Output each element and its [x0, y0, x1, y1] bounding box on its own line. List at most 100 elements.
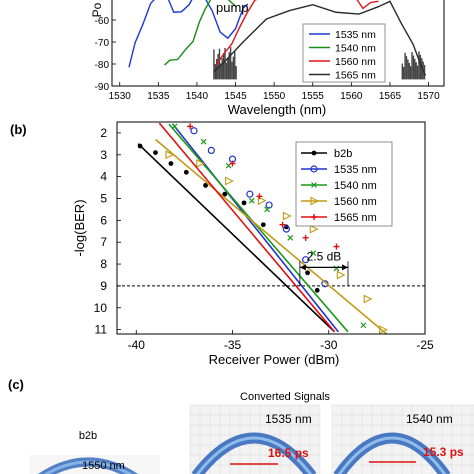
- panel-b-legend-label: b2b: [334, 148, 352, 160]
- panel-b-ytick-label: 2: [100, 126, 107, 140]
- panel-b-ytick-label: 9: [100, 279, 107, 293]
- panel-a-xtick-label: 1555: [302, 91, 325, 102]
- panel-a-ytick-label: -60: [95, 16, 110, 27]
- panel-b-ytick-label: 3: [100, 148, 107, 162]
- panel-a-legend-label: 1540 nm: [335, 43, 376, 55]
- panel-a-series-line: [128, 0, 249, 68]
- panel-b-fit-line: [137, 143, 336, 333]
- panel-b-point: [279, 221, 286, 228]
- panel-c-label: (c): [8, 377, 24, 392]
- panel-a-grid: [213, 47, 426, 80]
- panel-b-point: [282, 225, 290, 233]
- panel-b-legend-marker: [311, 150, 317, 156]
- panel-b-fit-line: [158, 122, 336, 333]
- panel-a-ticks: 1530 1535 1540 1545 1550 1555 1560 1565 1570 -60 -…: [95, 16, 441, 102]
- panel-b-point: [363, 294, 373, 304]
- panel-b-xtick-label: -25: [416, 338, 434, 352]
- eye-1535-diagram: 1535 nm 16.5 ps: [189, 404, 321, 474]
- panel-b-ytick-label: 4: [100, 170, 107, 184]
- panel-a-xtick-label: 1550: [263, 91, 286, 102]
- panel-b-label: (b): [10, 122, 27, 137]
- panel-a-legend-label: 1565 nm: [335, 70, 376, 82]
- panel-b-point: [336, 270, 346, 280]
- panel-b-point: [257, 196, 267, 206]
- panel-a-annotation: pump: [216, 0, 249, 15]
- panel-b-point: [225, 176, 234, 186]
- panel-b-fit-line: [172, 123, 340, 333]
- panel-b-point: [165, 150, 175, 160]
- panel-b-legend-marker: [310, 196, 320, 206]
- panel-a: 1530 1535 1540 1545 1550 1555 1560 1565 1570 -60 -…: [90, 0, 445, 117]
- panel-a-xtick-label: 1530: [109, 91, 132, 102]
- panel-b-legend-box: [295, 141, 393, 227]
- panel-b-ytick-label: 7: [100, 235, 107, 249]
- penalty-label: 2.5 dB: [307, 249, 342, 263]
- panel-b-point: [246, 190, 254, 198]
- panel-b-point: [256, 193, 263, 200]
- b2b-eye-diagram: 1550 nm: [30, 455, 160, 474]
- b2b-eye-label: b2b: [79, 430, 97, 442]
- panel-a-ytick-label: -80: [95, 60, 110, 71]
- panel-b-point: [333, 243, 340, 250]
- panel-b-point: [260, 222, 266, 228]
- panel-a-ytick-label: -70: [95, 38, 110, 49]
- panel-b-ylabel: -log(BER): [72, 199, 87, 256]
- panel-a-series-line: [213, 0, 427, 76]
- panel-b-legend-label: 1540 nm: [334, 180, 377, 192]
- panel-b-point: [153, 150, 158, 155]
- panel-b-ytick-label: 8: [100, 257, 107, 271]
- panel-a-series-line: [164, 0, 237, 66]
- panel-a-xtick-label: 1560: [340, 91, 363, 102]
- panel-b-ytick-label: 5: [100, 191, 107, 205]
- panel-a-xtick-label: 1565: [379, 91, 402, 102]
- panel-b-point: [200, 138, 207, 145]
- panel-b-point: [248, 197, 255, 204]
- panel-b-xlabel: Receiver Power (dBm): [209, 352, 340, 367]
- panel-b-point: [310, 250, 317, 257]
- panel-a-legend-label: 1560 nm: [335, 56, 376, 68]
- panel-a-series-line: [215, 0, 379, 66]
- eyes-title: Converted Signals: [240, 391, 330, 403]
- panel-b-point: [187, 123, 194, 130]
- panel-a-xtick-label: 1535: [147, 91, 170, 102]
- panel-b-point: [287, 234, 294, 241]
- panel-b-point: [314, 287, 320, 293]
- panel-b-frame: [116, 121, 426, 335]
- panel-a-frame: [111, 0, 445, 87]
- penalty-arrowhead-left: [299, 264, 306, 271]
- panel-b-point: [282, 211, 292, 221]
- panel-c: Converted Signals b2b 1550 nm 1535 nm 16…: [30, 391, 474, 474]
- panel-b-legend-marker: [311, 214, 317, 220]
- eye-1540-label: 1540 nm: [406, 412, 453, 426]
- panel-a-legend-label: 1535 nm: [335, 29, 376, 41]
- panel-a-xlabel: Wavelength (nm): [228, 102, 327, 117]
- panel-b-point: [183, 169, 189, 175]
- panel-b-ytick-label: 6: [100, 213, 107, 227]
- panel-a-xtick-label: 1570: [417, 91, 440, 102]
- panel-b-point: [137, 143, 143, 149]
- panel-a-xtick-label: 1545: [224, 91, 247, 102]
- panel-b-fit-line: [168, 123, 349, 333]
- panel-b-legend-label: 1565 nm: [334, 212, 377, 224]
- eye-1535-width: 16.5 ps: [268, 446, 309, 460]
- eye-1540-diagram: 1540 nm 15.3 ps: [331, 404, 474, 474]
- panel-b-point: [302, 256, 310, 264]
- panel-b-fit-line: [154, 138, 388, 335]
- panel-b-point: [302, 234, 309, 241]
- panel-b-ticks: -40 -35 -30 -25 2 3 4 5 6 7 8 9 10 11: [94, 126, 434, 352]
- panel-b-xtick-label: -30: [320, 338, 338, 352]
- panel-a-series: [128, 0, 427, 76]
- panel-b-legend-marker: [310, 165, 318, 173]
- panel-b-point: [229, 160, 236, 167]
- panel-b-point: [207, 146, 215, 155]
- panel-b-legend-label: 1560 nm: [334, 196, 377, 208]
- eye-1540-width: 15.3 ps: [423, 445, 464, 459]
- panel-a-ytick-label: -90: [95, 82, 110, 93]
- panel-b-xtick-label: -40: [128, 338, 146, 352]
- panel-b-point: [168, 161, 174, 166]
- panel-b-point: [171, 123, 178, 130]
- panel-b-series: [117, 122, 425, 335]
- panel-b-point: [333, 265, 340, 272]
